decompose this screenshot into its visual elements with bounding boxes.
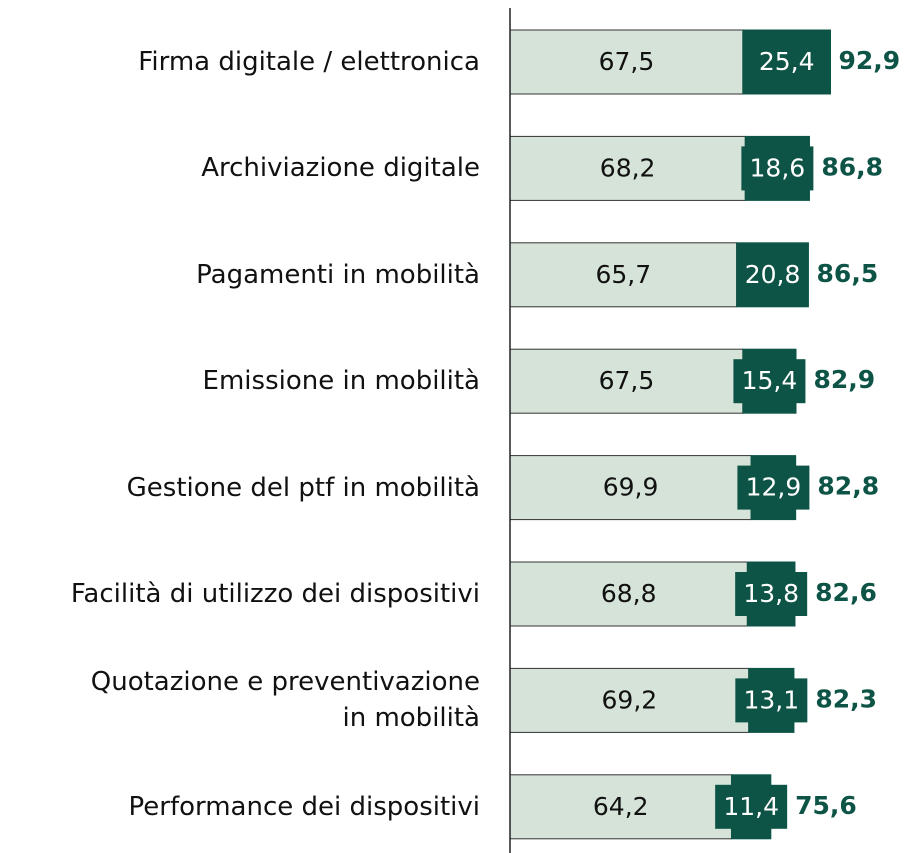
value-label: 65,7 [595, 260, 651, 289]
value-label: 12,9 [746, 473, 802, 502]
value-label: 69,9 [603, 473, 659, 502]
label-bg [735, 678, 808, 723]
bar-segment [509, 561, 748, 627]
category-label: Performance dei dispositivi [128, 791, 481, 822]
bar-segment [509, 135, 746, 201]
total-label: 82,3 [815, 684, 877, 713]
total-label: 82,6 [815, 578, 877, 607]
category-label: Quotazione e preventivazione in mobilità [90, 667, 480, 734]
total-label: 86,8 [821, 152, 883, 181]
value-label: 11,4 [723, 792, 779, 821]
value-label: 13,1 [744, 685, 800, 714]
value-label: 68,8 [601, 579, 657, 608]
value-label: 13,8 [743, 579, 799, 608]
total-label: 82,9 [813, 365, 875, 394]
value-label: 25,4 [759, 47, 815, 76]
label-bg [715, 784, 788, 829]
value-label: 64,2 [593, 792, 649, 821]
label-bg [736, 252, 809, 297]
value-label: 15,4 [742, 366, 798, 395]
bar-segment [509, 29, 744, 95]
value-label: 20,8 [745, 260, 801, 289]
label-bg [742, 40, 831, 84]
category-label: Pagamenti in mobilità [196, 259, 480, 290]
value-label: 18,6 [750, 153, 806, 182]
value-label: 68,2 [600, 153, 656, 182]
category-label: Gestione del ptf in mobilità [126, 472, 480, 503]
label-bg [733, 359, 806, 404]
label-bg [741, 146, 814, 191]
value-label: 67,5 [599, 47, 655, 76]
category-label: Facilità di utilizzo dei dispositivi [70, 579, 480, 609]
total-label: 75,6 [795, 791, 857, 820]
category-label: Emissione in mobilità [202, 366, 480, 397]
bar-segment [509, 455, 752, 521]
total-label: 82,8 [817, 472, 879, 501]
bar-segment [509, 667, 750, 733]
category-label: Firma digitale / elettronica [138, 47, 480, 77]
value-label: 67,5 [599, 366, 655, 395]
total-label: 92,9 [839, 46, 901, 75]
total-label: 86,5 [817, 259, 879, 288]
label-bg [735, 572, 808, 616]
value-label: 69,2 [602, 685, 658, 714]
label-bg [737, 465, 810, 510]
bar-segment [509, 348, 744, 414]
category-label: Archiviazione digitale [201, 153, 480, 184]
